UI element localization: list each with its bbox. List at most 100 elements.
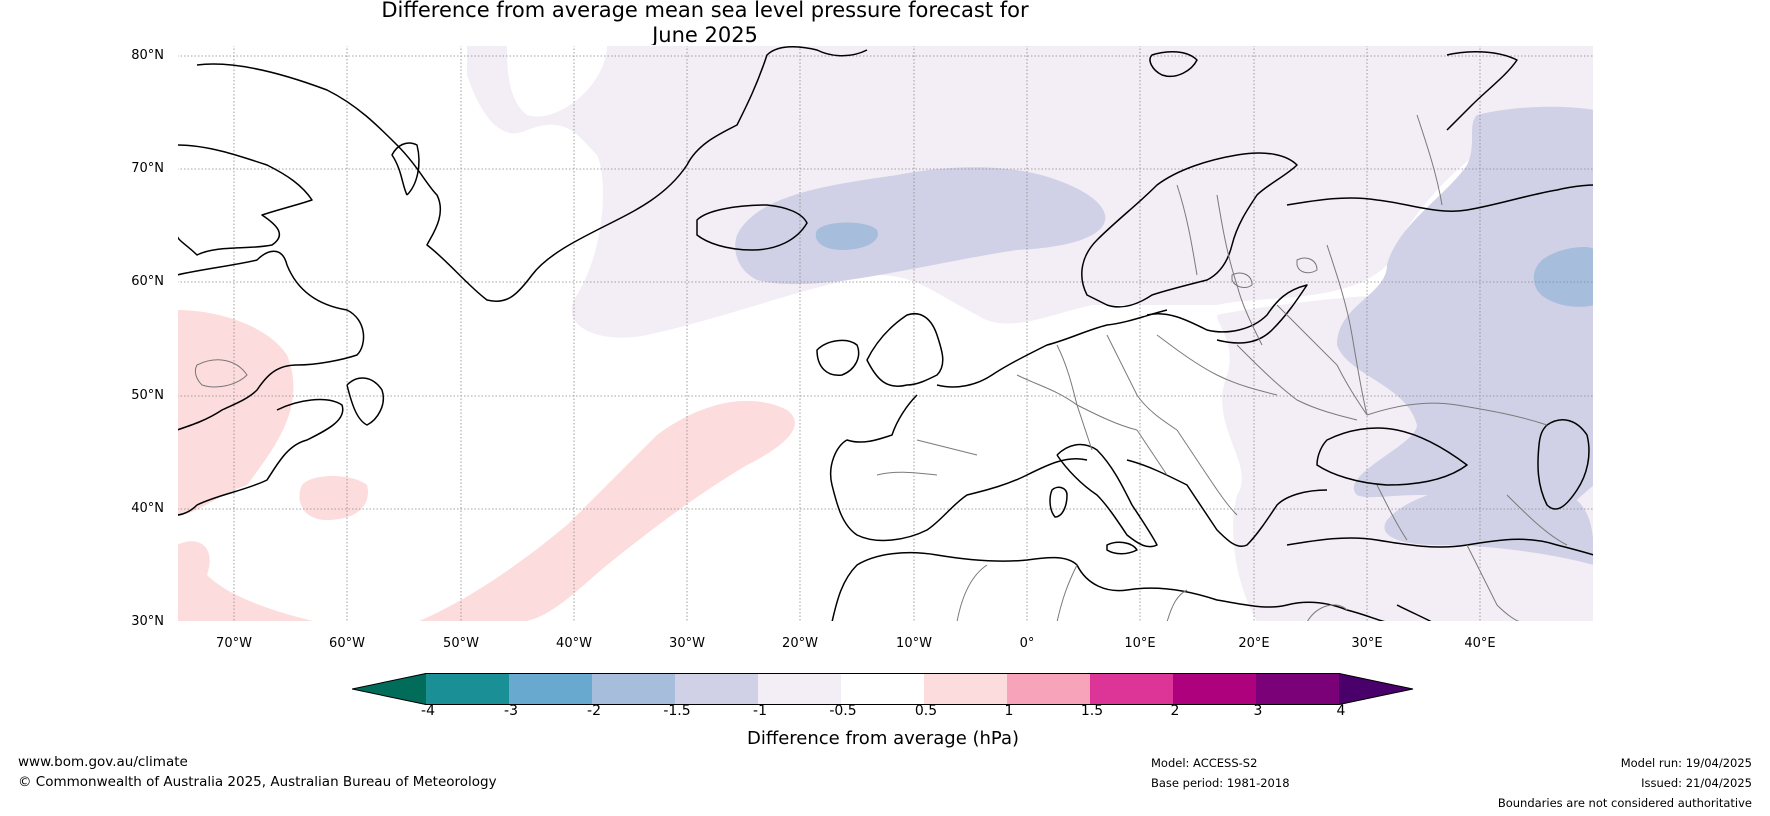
lon-label: 60°W [329, 636, 365, 651]
border-line [1176, 429, 1238, 516]
coastline-canada-north [177, 144, 313, 256]
border-line [1216, 194, 1263, 346]
border-line [1376, 484, 1408, 541]
coastline-europe-west [936, 309, 1168, 388]
border-line [916, 439, 978, 456]
coastline-black-sea [1316, 427, 1468, 486]
anomaly-fill-north-atlantic-hole [507, 45, 607, 117]
colorbar-outline [352, 673, 1414, 705]
model-run-text: Model run: 19/04/2025 [1620, 756, 1752, 770]
colorbar-tick-label: -1.5 [663, 703, 691, 719]
border-line [1106, 334, 1178, 431]
colorbar-segment [675, 673, 758, 705]
lake-outline [1231, 272, 1253, 288]
border-line [1176, 184, 1198, 276]
colorbar-segment [1007, 673, 1090, 705]
lon-label: 20°W [782, 636, 818, 651]
colorbar-segment [592, 673, 675, 705]
lon-label: 40°E [1464, 636, 1496, 651]
coastline-north-africa [831, 551, 1388, 622]
colorbar-tick-label: -0.5 [829, 703, 857, 719]
colorbar-segment [758, 673, 841, 705]
lat-label: 50°N [131, 388, 164, 403]
coastline-italy [1056, 443, 1158, 548]
border-line [956, 564, 988, 622]
border-line [1466, 544, 1523, 622]
colorbar-title: Difference from average (hPa) [746, 728, 1020, 749]
border-line [876, 471, 938, 476]
map-title-line-2: June 2025 [652, 23, 758, 47]
coastline-greenland [196, 45, 868, 302]
border-line [1136, 429, 1168, 476]
border-line [1156, 334, 1278, 396]
lakes [194, 257, 1318, 388]
lon-label: 10°W [896, 636, 932, 651]
website-text: www.bom.gov.au/climate [18, 754, 188, 770]
model-text: Model: ACCESS-S2 [1151, 756, 1258, 770]
lon-label: 30°W [669, 636, 705, 651]
lon-label: 70°W [216, 636, 252, 651]
coastline-baltic [1146, 284, 1308, 344]
coastline-svalbard [1149, 50, 1198, 77]
coastlines [177, 45, 1594, 622]
lon-label: 10°E [1124, 636, 1156, 651]
colorbar-tick-label: -2 [587, 703, 601, 719]
lon-label: 20°E [1238, 636, 1270, 651]
coastline-british-isles [866, 313, 944, 387]
colorbar-tick-label: 2 [1170, 703, 1180, 719]
coastline-iceland [696, 204, 808, 251]
anomaly-fill-russia-low [1337, 106, 1594, 540]
anomaly-fill-turkey-low [1384, 483, 1594, 565]
colorbar-tick-label: 0.5 [914, 703, 938, 719]
copyright-text: © Commonwealth of Australia 2025, Austra… [18, 774, 497, 790]
border-line [1056, 564, 1078, 622]
coastline-kola-russia-north [1286, 184, 1594, 212]
lake-outline [1296, 257, 1318, 274]
lake-outline [194, 359, 248, 388]
border-line [1326, 244, 1368, 416]
colorbar-tick-label: -4 [421, 703, 435, 719]
border-line [1236, 344, 1358, 421]
colorbar-tick-label: -1 [753, 703, 767, 719]
colorbar-segment [509, 673, 592, 705]
lon-label: 0° [1019, 636, 1035, 651]
lon-label: 30°E [1351, 636, 1383, 651]
border-line [1306, 604, 1348, 622]
colorbar-tick-label: 3 [1253, 703, 1263, 719]
coastline-sardinia [1049, 486, 1068, 518]
graticule [177, 45, 1594, 622]
coastline-balkans-greece [1126, 459, 1328, 547]
lat-label: 40°N [131, 501, 164, 516]
colorbar-tick-label: -3 [504, 703, 518, 719]
border-line [1416, 114, 1443, 206]
colorbar [352, 673, 1414, 705]
map-frame-border [177, 45, 1594, 622]
anomaly-fill-small-high [299, 476, 368, 520]
colorbar-low-extend [352, 673, 426, 705]
coastline-caspian [1537, 419, 1590, 510]
coastline-iberia-france [830, 394, 1088, 542]
coastline-red-sea [1396, 604, 1433, 622]
coastline-ireland [816, 339, 860, 376]
border-line [1276, 304, 1368, 416]
lat-label: 80°N [131, 48, 164, 63]
colorbar-tick-label: 1 [1004, 703, 1014, 719]
coastline-novaya-zemlya [1446, 50, 1518, 131]
coastline-sicily [1106, 541, 1138, 555]
issued-text: Issued: 21/04/2025 [1641, 776, 1752, 790]
coastline-canada-east [177, 250, 365, 431]
anomaly-fill-iceland-core [815, 222, 878, 250]
border-line [1366, 402, 1548, 426]
map-panel [177, 45, 1594, 622]
lon-label: 50°W [443, 636, 479, 651]
lat-label: 60°N [131, 274, 164, 289]
colorbar-segment [924, 673, 1007, 705]
anomaly-fill-iceland-low [735, 167, 1106, 285]
lat-label: 30°N [131, 614, 164, 629]
coastline-greenland-west [391, 142, 420, 196]
anomaly-fill-canada-high [177, 310, 294, 515]
anomaly-fill-atlantic-high [417, 400, 795, 622]
map-title-line-1: Difference from average mean sea level p… [381, 0, 1029, 22]
border-line [1506, 494, 1568, 546]
anomaly-fill-russia-core [1533, 247, 1594, 307]
